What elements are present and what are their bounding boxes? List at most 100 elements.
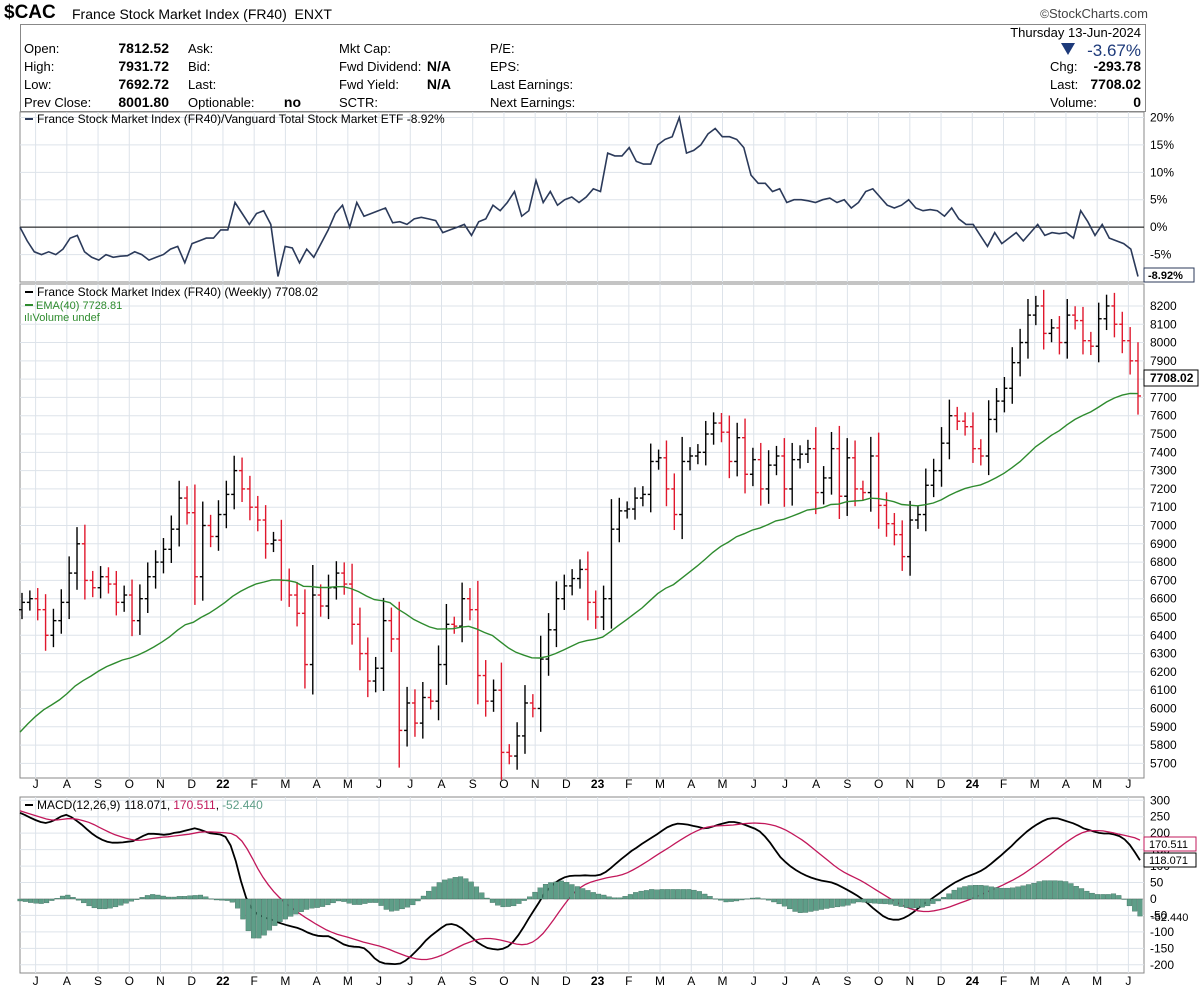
sctr-label: SCTR: — [339, 95, 378, 110]
month-label: N — [156, 974, 165, 988]
macd-histogram-bar — [277, 898, 283, 922]
macd-histogram-bar — [638, 890, 644, 900]
volume-legend: ılıVolume undef — [24, 312, 101, 324]
month-label: A — [63, 974, 71, 988]
y-tick-label: -5% — [1150, 248, 1172, 262]
macd-histogram-bar — [442, 879, 448, 900]
macd-histogram-bar — [49, 898, 55, 901]
macd-histogram-bar — [893, 898, 899, 906]
macd-histogram-bar — [553, 881, 559, 900]
macd-histogram-bar — [941, 897, 947, 900]
macd-histogram-bar — [596, 893, 602, 900]
ema-line — [19, 392, 1139, 733]
macd-histogram-bar — [962, 886, 968, 900]
y-tick-label: 6500 — [1150, 610, 1177, 624]
month-label: N — [531, 974, 540, 988]
month-label: N — [905, 974, 914, 988]
macd-histogram-bar — [1073, 886, 1079, 900]
macd-histogram-bar — [643, 890, 649, 900]
macd-histogram-bar — [776, 898, 782, 905]
month-label: O — [499, 777, 508, 791]
macd-legend-hist: -52.440 — [222, 798, 263, 812]
macd-histogram-bar — [458, 876, 464, 900]
y-tick-label: 7900 — [1150, 354, 1177, 368]
month-label: M — [1092, 777, 1102, 791]
month-label: M — [718, 974, 728, 988]
month-label: F — [1000, 777, 1007, 791]
rs-legend: France Stock Market Index (FR40)/Vanguar… — [37, 112, 445, 126]
macd-histogram-bar — [1031, 883, 1037, 900]
macd-histogram-bar — [951, 889, 957, 900]
y-tick-label: 7200 — [1150, 482, 1177, 496]
month-label: O — [874, 777, 883, 791]
open-value: 7812.52 — [118, 40, 169, 56]
month-label: A — [313, 777, 321, 791]
macd-histogram-bar — [1004, 887, 1010, 900]
macd-histogram-bar — [1132, 898, 1138, 912]
macd-histogram-bar — [1020, 885, 1026, 900]
macd-histogram-bar — [266, 898, 273, 931]
ask-label: Ask: — [188, 41, 214, 56]
macd-histogram-bar — [818, 898, 825, 910]
macd-histogram-bar — [81, 898, 87, 904]
macd-histogram-bar — [1079, 888, 1085, 900]
month-label: J — [751, 777, 757, 791]
y-tick-label: 300 — [1150, 793, 1170, 807]
month-label: F — [250, 974, 257, 988]
macd-histogram-bar — [956, 887, 963, 900]
month-label: S — [843, 974, 851, 988]
price-last-box — [1143, 369, 1199, 387]
month-label: 22 — [216, 777, 230, 791]
macd-histogram-bar — [1110, 893, 1117, 900]
macd-histogram-bar — [845, 898, 851, 906]
macd-histogram-bar — [1126, 898, 1132, 907]
y-tick-label: 7400 — [1150, 445, 1177, 459]
brand: ©StockCharts.com — [1040, 6, 1148, 21]
y-tick-label: 250 — [1150, 810, 1170, 824]
macd-histogram-bar — [357, 898, 363, 905]
month-label: M — [343, 777, 353, 791]
month-label: J — [376, 777, 382, 791]
macd-histogram-bar — [383, 898, 389, 910]
macd-histogram-bar — [925, 898, 931, 907]
macd-histogram-bar — [834, 898, 841, 908]
macd-histogram-bar — [378, 898, 384, 906]
month-label: J — [33, 974, 39, 988]
y-tick-label: 6200 — [1150, 665, 1177, 679]
macd-histogram-bar — [824, 898, 830, 909]
macd-histogram-bar — [792, 898, 798, 912]
macd-histogram-bar — [659, 889, 665, 900]
macd-histogram-bar — [373, 898, 379, 903]
macd-last-box — [1143, 852, 1197, 868]
macd-histogram-bar — [70, 897, 76, 900]
macd-histogram-bar — [850, 898, 856, 904]
macd-histogram-bar — [999, 887, 1005, 900]
y-tick-label: -200 — [1150, 958, 1174, 972]
macd-histogram-bar — [166, 896, 172, 900]
month-label: 23 — [591, 974, 605, 988]
macd-histogram-bar — [197, 894, 204, 900]
month-label: N — [156, 777, 165, 791]
macd-histogram-bar — [192, 895, 198, 900]
month-label: J — [407, 777, 413, 791]
macd-histogram-bar — [176, 896, 182, 900]
macd-histogram-bar — [564, 882, 570, 900]
macd-histogram-bar — [431, 886, 437, 900]
month-label: M — [655, 777, 665, 791]
rs-last-label: -8.92% — [1148, 270, 1183, 282]
chg-label: Chg: — [1050, 59, 1078, 74]
month-label: D — [187, 777, 196, 791]
macd-histogram-bar — [219, 898, 225, 901]
macd-histogram-bar — [771, 898, 777, 903]
low-value: 7692.72 — [118, 76, 169, 92]
macd-histogram-bar — [351, 898, 357, 905]
macd-histogram-bar — [1057, 880, 1063, 900]
macd-histogram-bar — [840, 898, 846, 907]
quote-info-box: Open: 7812.52 High: 7931.72 Low: 7692.72… — [20, 24, 1146, 112]
last-price-label: Last: — [1050, 77, 1079, 92]
macd-histogram-bar — [38, 898, 44, 904]
macd-histogram-bar — [994, 887, 1000, 900]
macd-histogram-bar — [341, 898, 347, 902]
month-label: M — [1092, 974, 1102, 988]
exchange: ENXT — [294, 6, 332, 22]
